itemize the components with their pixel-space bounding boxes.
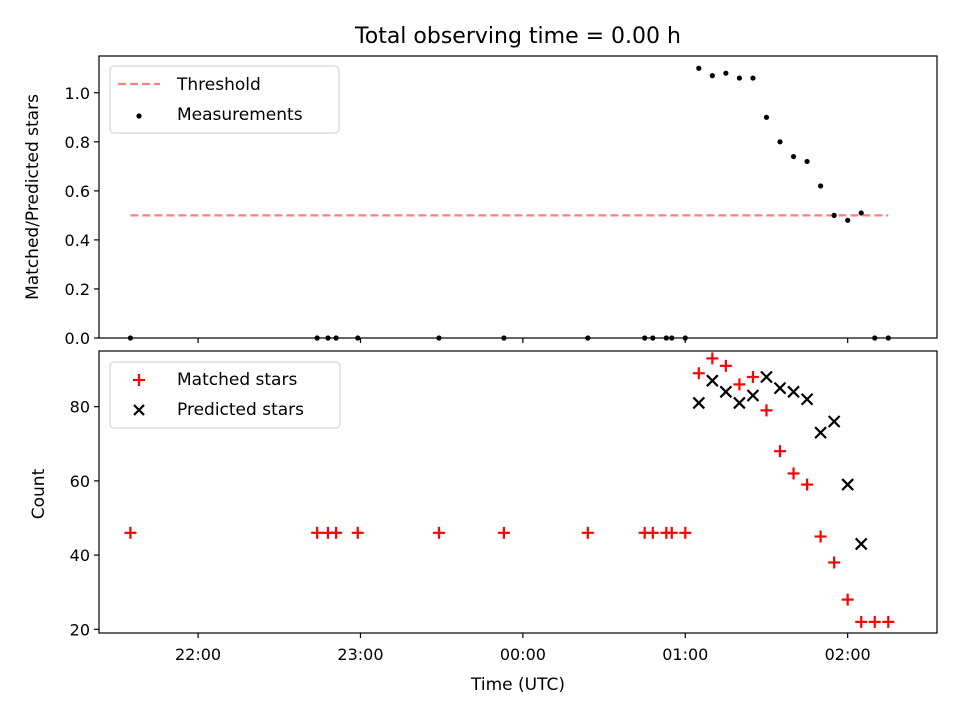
legend-measurements-swatch: [136, 113, 142, 119]
measurements-point: [709, 73, 715, 79]
predicted-stars-point: [719, 385, 733, 399]
matched-stars-point: [432, 526, 445, 539]
measurements-point: [723, 70, 729, 76]
x-tick-label: 00:00: [500, 645, 546, 664]
ratio-y-tick-label: 0.8: [65, 133, 90, 152]
measurements-point: [696, 65, 702, 71]
matched-stars-point: [868, 615, 881, 628]
x-tick-label: 23:00: [337, 645, 383, 664]
matched-stars-point: [679, 526, 692, 539]
matched-stars-point: [692, 367, 705, 380]
ratio-legend-box: [109, 65, 340, 134]
count-y-tick-label: 60: [70, 472, 90, 491]
matched-stars-point: [814, 530, 827, 543]
ratio-y-tick-label: 0.2: [65, 280, 90, 299]
measurements-point: [777, 139, 783, 145]
measurements-point: [818, 183, 824, 189]
matched-stars-point: [665, 526, 678, 539]
matched-stars-point: [311, 526, 324, 539]
matched-stars-point: [801, 478, 814, 491]
measurements-point: [763, 114, 770, 120]
count-y-axis-label: Count: [29, 468, 49, 519]
legend-predicted-label: Predicted stars: [177, 400, 304, 420]
matched-stars-point: [760, 404, 773, 417]
predicted-stars-point: [854, 537, 868, 551]
count-panel-frame: [98, 350, 938, 634]
measurements-point: [858, 210, 864, 216]
matched-stars-point: [330, 526, 343, 539]
x-tick-label: 01:00: [662, 645, 708, 664]
matched-stars-point: [733, 378, 746, 391]
matched-stars-point: [351, 526, 364, 539]
count-y-tick-label: 80: [70, 398, 90, 417]
measurements-point: [845, 217, 851, 223]
legend-measurements-label: Measurements: [177, 105, 303, 125]
matched-stars-point: [841, 593, 854, 606]
ratio-panel: 0.0 0.2 0.4 0.6 0.8 1.0 Matched/Predicted sta…: [23, 55, 938, 348]
matched-stars-point: [855, 615, 868, 628]
ratio-y-tick-label: 0.6: [65, 182, 90, 201]
count-y-tick-label: 40: [70, 546, 90, 565]
predicted-stars-point: [787, 385, 800, 399]
ratio-y-tick-label: 0.0: [65, 329, 90, 348]
measurements-point: [790, 153, 797, 160]
legend-matched-swatch: [133, 374, 145, 386]
ratio-y-tick-label: 1.0: [65, 84, 90, 103]
predicted-stars-point: [800, 392, 814, 406]
legend-matched-label: Matched stars: [177, 370, 297, 390]
predicted-stars-point: [814, 426, 827, 439]
measurements-point: [831, 212, 837, 218]
matched-stars-point: [828, 556, 841, 569]
predicted-stars-point: [692, 396, 706, 410]
ratio-panel-frame: [98, 55, 938, 339]
legend-threshold-label: Threshold: [176, 75, 261, 95]
predicted-stars-point: [827, 415, 841, 428]
matched-stars-point: [706, 352, 719, 365]
matched-stars-point: [581, 526, 594, 539]
chart-title: Total observing time = 0.00 h: [354, 24, 681, 49]
count-legend-box: [109, 361, 341, 429]
ratio-y-tick-label: 0.4: [65, 231, 90, 250]
measurements-point: [804, 158, 810, 165]
predicted-stars-point: [760, 370, 773, 384]
measurements-point: [736, 75, 743, 81]
predicted-stars-point: [733, 396, 746, 410]
predicted-stars-point: [773, 381, 787, 395]
matched-stars-point: [497, 526, 510, 539]
x-tick-label: 02:00: [825, 645, 871, 664]
x-tick-label: 22:00: [175, 645, 221, 664]
x-axis-label: Time (UTC): [470, 675, 565, 695]
legend-predicted-swatch: [133, 404, 145, 416]
matched-stars-point: [646, 526, 659, 539]
matched-stars-point: [719, 359, 732, 372]
matched-stars-point: [787, 467, 800, 480]
matched-stars-point: [882, 615, 895, 628]
matched-stars-point: [774, 445, 787, 458]
predicted-stars-point: [746, 389, 760, 402]
predicted-stars-point: [841, 478, 854, 491]
matched-stars-point: [124, 526, 137, 539]
ratio-legend: Threshold Measurements: [109, 65, 340, 134]
count-legend: Matched stars Predicted stars: [109, 361, 341, 429]
count-y-tick-label: 20: [70, 620, 90, 639]
ratio-y-axis-label: Matched/Predicted stars: [23, 94, 43, 300]
measurements-point: [750, 75, 756, 81]
predicted-stars-point: [706, 374, 719, 387]
matched-stars-point: [746, 370, 759, 383]
